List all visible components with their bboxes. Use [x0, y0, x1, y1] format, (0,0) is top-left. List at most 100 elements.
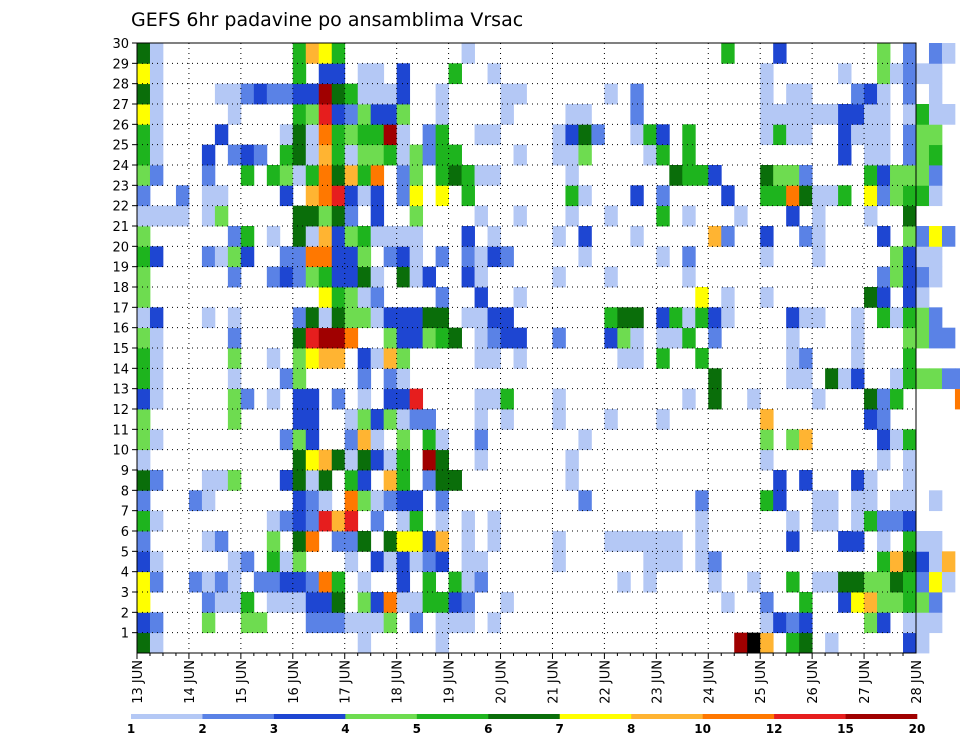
heatmap-cell — [331, 43, 346, 64]
heatmap-cell — [357, 592, 372, 613]
heatmap-cell — [318, 612, 333, 634]
heatmap-cell — [409, 266, 424, 288]
colorbar-swatch — [845, 714, 918, 719]
heatmap-cell — [877, 510, 891, 532]
heatmap-cell — [695, 307, 709, 329]
heatmap-cell — [396, 246, 411, 268]
heatmap-cell — [279, 470, 294, 491]
heatmap-cell — [903, 490, 917, 512]
heatmap-cell — [500, 83, 514, 105]
heatmap-cell — [435, 632, 449, 654]
heatmap-cell — [890, 592, 904, 613]
heatmap-cell — [760, 490, 774, 512]
heatmap-cell — [448, 470, 462, 491]
heatmap-cell — [928, 368, 943, 390]
heatmap-cell — [137, 327, 151, 349]
heatmap-cell — [903, 510, 917, 532]
heatmap-cell — [851, 124, 865, 146]
heatmap-cell — [279, 429, 294, 451]
heatmap-cell — [201, 592, 216, 613]
heatmap-cell — [552, 144, 566, 166]
heatmap-cell — [409, 246, 424, 268]
heatmap-cell — [851, 104, 865, 125]
heatmap-cell — [344, 287, 359, 308]
heatmap-cell — [435, 165, 449, 186]
heatmap-cell — [916, 327, 930, 349]
heatmap-cell — [695, 531, 709, 552]
heatmap-cell — [760, 632, 774, 654]
heatmap-cell — [513, 287, 527, 308]
heatmap-cell — [903, 327, 917, 349]
heatmap-cell — [487, 124, 501, 146]
heatmap-cell — [227, 327, 242, 349]
heatmap-cell — [838, 185, 852, 207]
heatmap-cell — [487, 226, 501, 247]
heatmap-cell — [266, 510, 281, 532]
heatmap-cell — [435, 185, 449, 207]
heatmap-cell — [227, 368, 242, 390]
heatmap-cell — [137, 510, 151, 532]
heatmap-cell — [188, 490, 203, 512]
heatmap-cell — [928, 266, 943, 288]
heatmap-cell — [552, 388, 566, 410]
heatmap-cell — [786, 307, 800, 329]
y-tick-label: 23 — [112, 179, 129, 194]
heatmap-cell — [370, 185, 385, 207]
heatmap-cell — [838, 368, 852, 390]
heatmap-cell — [916, 287, 930, 308]
heatmap-cell — [682, 144, 696, 166]
heatmap-cell — [760, 449, 774, 471]
heatmap-cell — [799, 368, 813, 390]
heatmap-cell — [149, 571, 164, 593]
heatmap-cell — [474, 429, 488, 451]
heatmap-cell — [435, 104, 449, 125]
heatmap-cell — [461, 165, 475, 186]
heatmap-cell — [357, 429, 372, 451]
heatmap-cell — [318, 104, 333, 125]
heatmap-cell — [292, 63, 307, 85]
heatmap-cell — [331, 592, 346, 613]
heatmap-cell — [383, 348, 398, 369]
heatmap-cell — [552, 551, 566, 573]
heatmap-cell — [487, 63, 501, 85]
heatmap-cell — [695, 287, 709, 308]
heatmap-cell — [422, 571, 437, 593]
heatmap-cell — [201, 205, 216, 227]
heatmap-cell — [201, 571, 216, 593]
heatmap-cell — [786, 205, 800, 227]
heatmap-cell — [513, 83, 527, 105]
heatmap-cell — [461, 185, 475, 207]
heatmap-cell — [357, 531, 372, 552]
heatmap-cell — [305, 592, 320, 613]
heatmap-cell — [825, 510, 839, 532]
heatmap-cell — [864, 612, 878, 634]
heatmap-cell — [682, 266, 696, 288]
heatmap-cell — [396, 104, 411, 125]
heatmap-cell — [214, 124, 229, 146]
y-tick-label: 20 — [112, 240, 129, 255]
chart-title: GEFS 6hr padavine po ansamblima Vrsac — [131, 9, 523, 31]
heatmap-cell — [890, 185, 904, 207]
heatmap-cell — [227, 348, 242, 369]
heatmap-cell — [487, 612, 501, 634]
heatmap-cell — [760, 409, 774, 430]
y-tick-label: 25 — [112, 139, 129, 154]
heatmap-cell — [292, 571, 307, 593]
heatmap-cell — [552, 327, 566, 349]
heatmap-cell — [903, 83, 917, 105]
heatmap-cell — [877, 571, 891, 593]
heatmap-cell — [565, 144, 579, 166]
heatmap-cell — [552, 531, 566, 552]
heatmap-cell — [383, 449, 398, 471]
heatmap-cell — [877, 185, 891, 207]
heatmap-cell — [240, 592, 255, 613]
heatmap-cell — [396, 327, 411, 349]
heatmap-cell — [370, 449, 385, 471]
x-tick-label: 28 JUN — [910, 660, 925, 704]
heatmap-cell — [383, 124, 398, 146]
heatmap-cell — [137, 551, 151, 573]
heatmap-cell — [799, 348, 813, 369]
heatmap-cell — [409, 551, 424, 573]
heatmap-cell — [344, 165, 359, 186]
heatmap-cell — [708, 551, 722, 573]
